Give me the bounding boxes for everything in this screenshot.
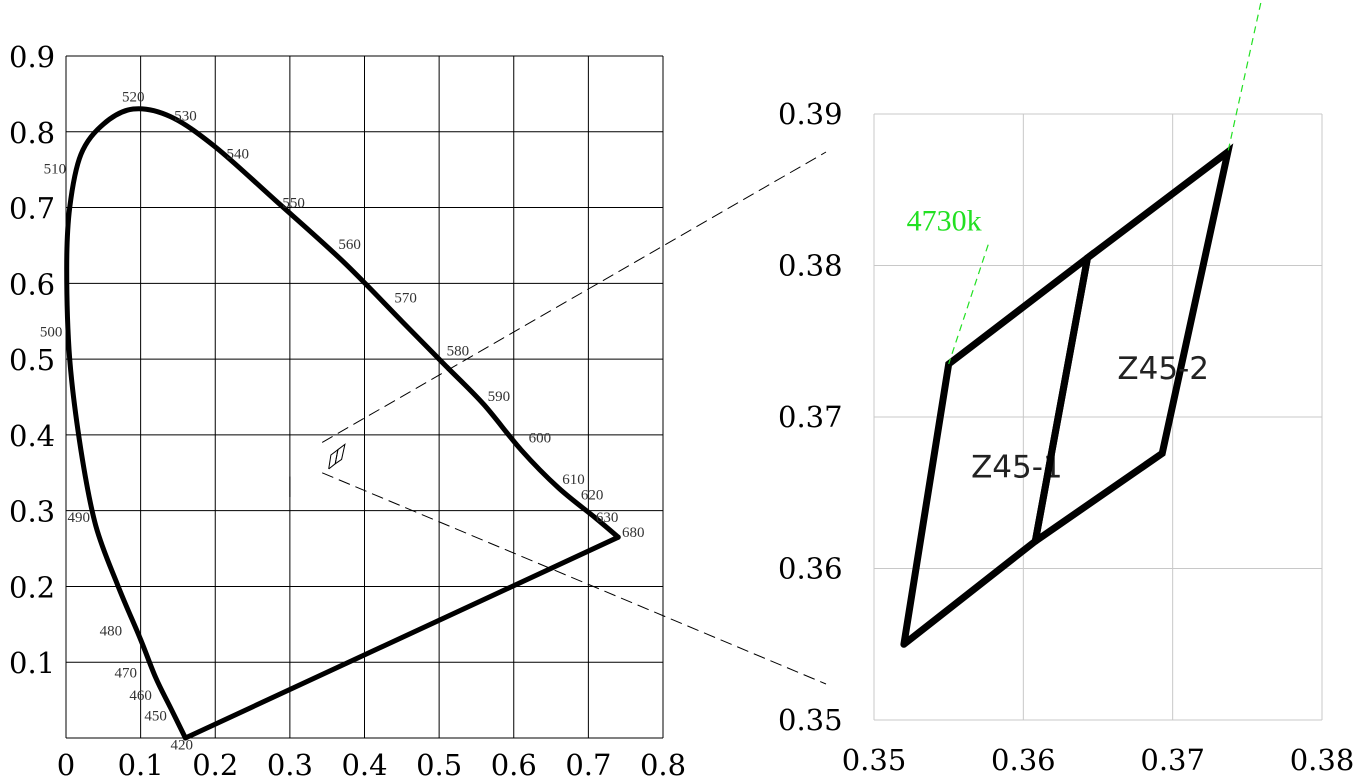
wavelength-label: 570 bbox=[394, 290, 417, 306]
wavelength-label: 500 bbox=[40, 324, 63, 340]
zoomed-region-chart: 0.35 0.36 0.37 0.38 0.35 0.36 0.37 0.38 0.39 Z45-… bbox=[778, 0, 1354, 777]
inset-x-tick-label: 0.36 bbox=[991, 743, 1056, 777]
cct-leader-line bbox=[1227, 0, 1263, 153]
wavelength-label: 550 bbox=[282, 196, 305, 212]
wavelength-label: 680 bbox=[622, 525, 645, 541]
inset-y-tick-label: 0.35 bbox=[778, 703, 843, 737]
spectral-locus-curve bbox=[64, 106, 621, 741]
main-y-tick-label: 0.2 bbox=[9, 570, 55, 604]
cct-leader-line bbox=[948, 244, 989, 365]
inset-x-tick-label: 0.38 bbox=[1290, 743, 1355, 777]
wavelength-label: 580 bbox=[447, 343, 470, 359]
wavelength-label: 590 bbox=[488, 389, 511, 405]
wavelength-label: 540 bbox=[226, 146, 249, 162]
main-y-tick-label: 0.8 bbox=[9, 116, 55, 150]
main-x-tick-label: 0.2 bbox=[192, 748, 238, 780]
cie-diagram-chart: 0 0.1 0.2 0.3 0.4 0.5 0.6 0.7 0.8 0.1 0.2 0.3 0.4 0.5… bbox=[9, 40, 686, 780]
main-x-tick-label: 0.8 bbox=[640, 748, 686, 780]
main-x-tick-label: 0.6 bbox=[491, 748, 537, 780]
region-label: Z45-2 bbox=[1117, 351, 1209, 387]
main-x-tick-label: 0.3 bbox=[267, 748, 313, 780]
main-x-tick-label: 0.7 bbox=[565, 748, 611, 780]
main-y-tick-label: 0.7 bbox=[9, 192, 55, 226]
wavelength-label: 450 bbox=[144, 709, 167, 725]
inset-y-tick-label: 0.38 bbox=[778, 249, 843, 283]
main-y-tick-label: 0.4 bbox=[9, 419, 55, 453]
main-x-tick-label: 0.5 bbox=[416, 748, 462, 780]
zoom-connector-line bbox=[321, 472, 827, 685]
inset-gridlines bbox=[873, 113, 1323, 721]
wavelength-label: 490 bbox=[67, 510, 90, 526]
wavelength-label: 610 bbox=[562, 472, 585, 488]
main-y-tick-label: 0.3 bbox=[9, 495, 55, 529]
inset-x-tick-label: 0.37 bbox=[1140, 743, 1205, 777]
main-y-tick-label: 0.5 bbox=[9, 343, 55, 377]
wavelength-label: 460 bbox=[129, 688, 152, 704]
wavelength-label: 600 bbox=[529, 430, 552, 446]
wavelength-label: 530 bbox=[174, 108, 197, 124]
wavelength-label: 420 bbox=[170, 737, 193, 753]
main-y-tick-label: 0.6 bbox=[9, 267, 55, 301]
inset-y-tick-label: 0.36 bbox=[778, 552, 843, 586]
cct-annotation: 4730k bbox=[907, 205, 982, 238]
wavelength-label: 520 bbox=[122, 89, 145, 105]
main-y-tick-label: 0.1 bbox=[9, 646, 55, 680]
purple-line bbox=[182, 534, 621, 741]
inset-x-tick-label: 0.35 bbox=[842, 743, 907, 777]
wavelength-label: 620 bbox=[581, 487, 604, 503]
inset-y-tick-label: 0.39 bbox=[778, 97, 843, 131]
wavelength-label: 470 bbox=[115, 665, 138, 681]
zoom-connector-line bbox=[321, 151, 827, 443]
wavelength-label: 480 bbox=[100, 624, 123, 640]
main-x-tick-label: 0.4 bbox=[341, 748, 387, 780]
main-y-tick-label: 0.9 bbox=[9, 40, 55, 74]
zoom-connector-lines bbox=[321, 151, 827, 685]
inset-y-tick-label: 0.37 bbox=[778, 400, 843, 434]
region-outline-z45-2 bbox=[1031, 143, 1234, 545]
main-gridlines bbox=[65, 55, 664, 739]
main-x-tick-label: 0.1 bbox=[118, 748, 164, 780]
inset-marker-region2 bbox=[334, 443, 346, 465]
wavelength-label: 630 bbox=[596, 510, 619, 526]
wavelength-label: 510 bbox=[44, 161, 67, 177]
main-x-tick-label: 0 bbox=[57, 748, 75, 780]
wavelength-label: 560 bbox=[338, 237, 361, 253]
